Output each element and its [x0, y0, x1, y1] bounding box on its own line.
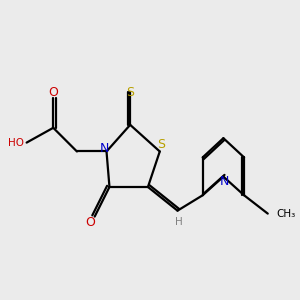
Text: HO: HO	[8, 138, 24, 148]
Text: S: S	[157, 139, 165, 152]
Text: CH₃: CH₃	[277, 208, 296, 219]
Text: O: O	[48, 86, 58, 99]
Text: O: O	[85, 216, 95, 229]
Text: H: H	[175, 217, 183, 227]
Text: N: N	[220, 175, 230, 188]
Text: N: N	[100, 142, 109, 155]
Text: S: S	[126, 86, 134, 99]
